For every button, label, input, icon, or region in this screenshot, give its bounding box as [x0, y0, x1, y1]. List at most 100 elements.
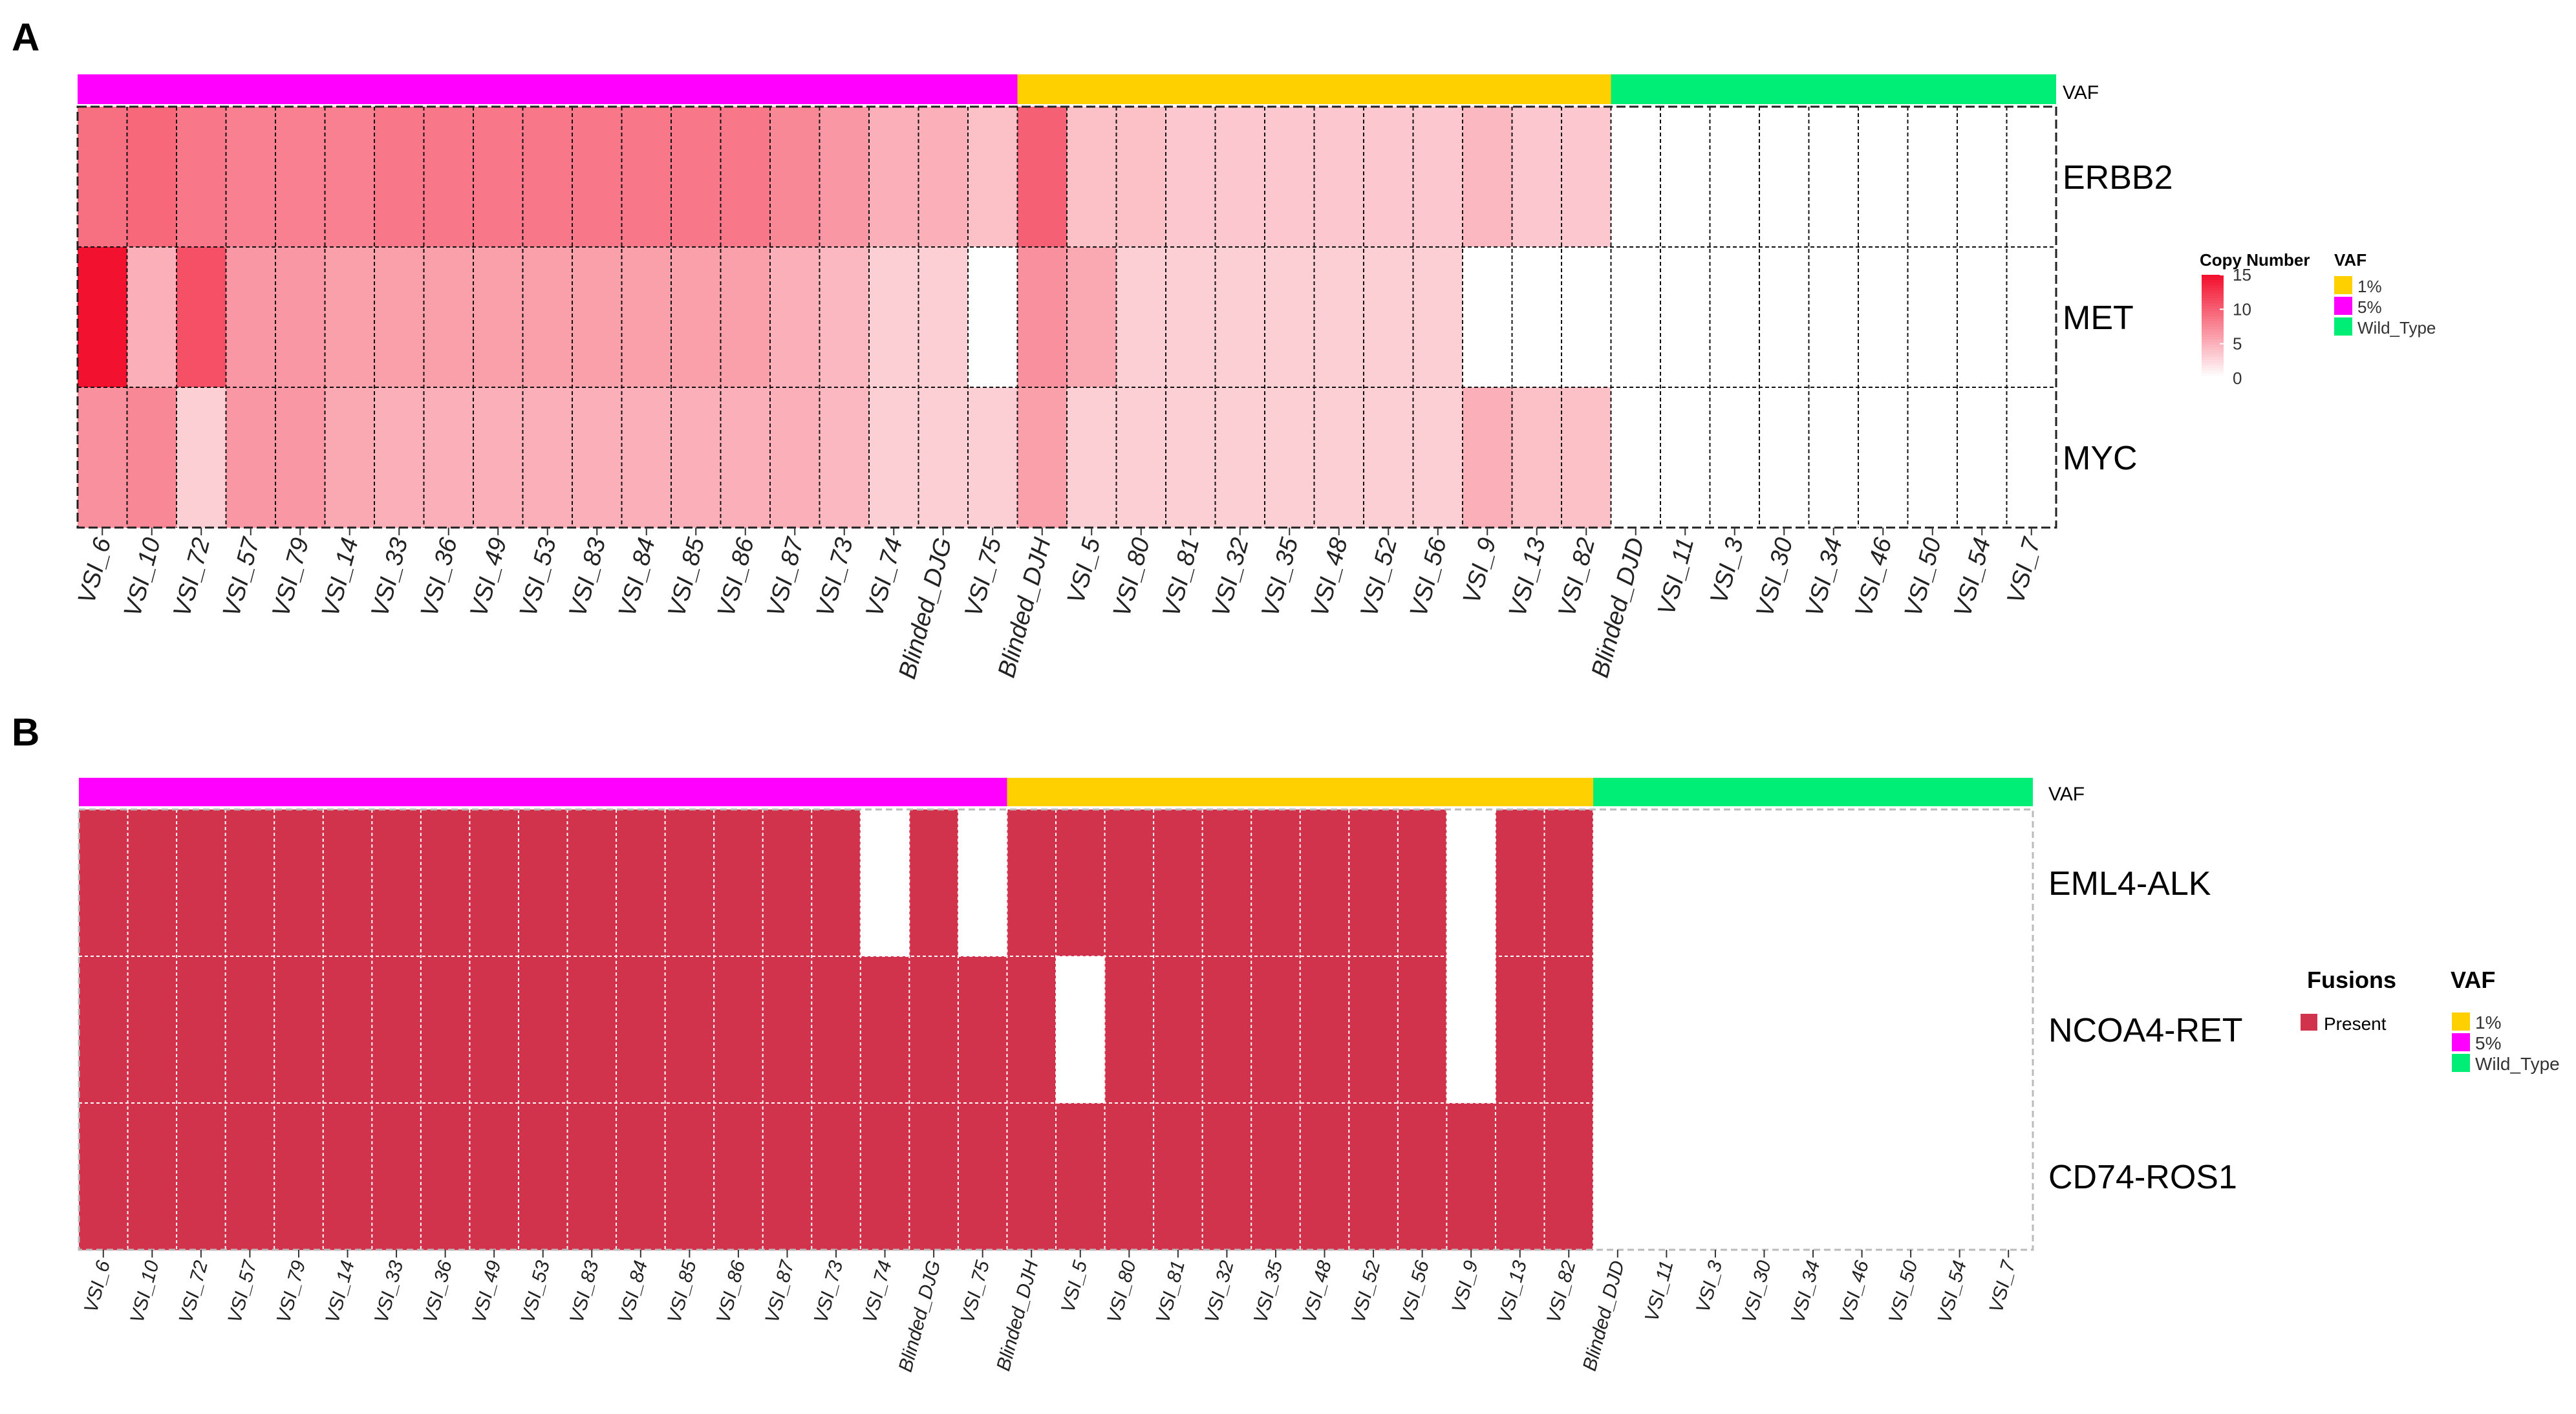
panel-a-cell — [720, 107, 771, 248]
panel-b-cell — [1251, 956, 1301, 1104]
panel-b-col-label: Blinded_DJG — [895, 1258, 945, 1374]
panel-b-cell — [958, 1103, 1008, 1250]
panel-b-cell — [762, 956, 812, 1104]
panel-a-col-label: VSI_11 — [1653, 535, 1699, 618]
panel-a-cell — [968, 247, 1018, 388]
panel-a-cell — [127, 247, 177, 388]
panel-b-cell — [1544, 809, 1594, 957]
panel-a-cell — [720, 247, 771, 388]
panel-a-col-label: VSI_74 — [861, 535, 908, 619]
panel-a-cell — [770, 387, 821, 528]
legend-copy-number-gradient-step — [2202, 360, 2224, 363]
panel-a-cell — [1463, 107, 1513, 248]
panel-a-cell — [1017, 387, 1068, 528]
legend-copy-number-gradient-step — [2202, 370, 2224, 374]
panel-b-cell — [762, 809, 812, 957]
panel-b-cell — [518, 956, 568, 1104]
panel-a-cell — [1265, 107, 1315, 248]
panel-a-cell — [1512, 107, 1562, 248]
panel-b-col-label: VSI_33 — [370, 1258, 407, 1325]
panel-b-cell — [225, 1103, 275, 1250]
panel-b-cell — [127, 1103, 177, 1250]
panel-b-cell — [1984, 809, 2034, 957]
panel-b-cell — [225, 956, 275, 1104]
panel-a-cell — [2006, 247, 2057, 388]
panel-a-cell — [819, 247, 870, 388]
panel-b-cell — [1642, 809, 1691, 957]
legend-copy-number-gradient-step — [2202, 306, 2224, 309]
legend-copy-number-gradient-step — [2202, 293, 2224, 296]
panel-b-cell — [1202, 809, 1252, 957]
panel-a-cell — [819, 107, 870, 248]
panel-a-cell — [671, 107, 722, 248]
panel-b-col-label: VSI_50 — [1885, 1258, 1922, 1325]
panel-b-cell — [714, 956, 764, 1104]
panel-a-col-label: VSI_33 — [366, 535, 413, 619]
panel-b-heatmap: EML4-ALK NCOA4-RET CD74-ROS1 VSI_6 VSI_10 VSI… — [78, 778, 2242, 1375]
panel-a-col-label: VSI_52 — [1355, 535, 1402, 619]
panel-a-cell — [127, 387, 177, 528]
panel-b-col-label: VSI_73 — [810, 1258, 847, 1325]
panel-b-cell — [177, 956, 226, 1104]
panel-b-cell — [616, 1103, 666, 1250]
panel-b-cell — [567, 1103, 617, 1250]
panel-b-cell — [1495, 956, 1545, 1104]
legend-copy-number-gradient-step — [2202, 275, 2224, 278]
legend-fusions-swatch-present — [2301, 1014, 2317, 1031]
panel-b-cell — [1788, 1103, 1838, 1250]
panel-a-row-label: ERBB2 — [2063, 159, 2173, 197]
panel-b-cell — [1935, 1103, 1985, 1250]
panel-a-cell — [226, 387, 276, 528]
legend-vaf-b-label: Wild_Type — [2475, 1054, 2560, 1074]
legend-copy-number-gradient-step — [2202, 311, 2224, 314]
panel-a-cell — [1710, 387, 1760, 528]
legend-copy-number-gradient-step — [2202, 303, 2224, 306]
panel-a-cell — [1858, 247, 1909, 388]
legend-fusions-title: Fusions — [2307, 967, 2396, 993]
panel-b-cell — [1984, 956, 2034, 1104]
panel-b-cell — [1935, 809, 1985, 957]
panel-a-cell — [1067, 107, 1117, 248]
panel-b-col-label: VSI_13 — [1494, 1258, 1531, 1325]
legend-copy-number-gradient-step — [2202, 339, 2224, 343]
panel-a-cell — [1562, 247, 1612, 388]
legend-fusions-label-present: Present — [2324, 1014, 2387, 1034]
panel-b-cell — [127, 956, 177, 1104]
panel-a-cell — [1611, 107, 1661, 248]
panel-a-cell — [1710, 247, 1760, 388]
panel-a-col-label: VSI_35 — [1256, 535, 1304, 620]
panel-b-cell — [1446, 956, 1496, 1104]
panel-b-cell — [1495, 1103, 1545, 1250]
panel-a-cell — [1957, 107, 2008, 248]
panel-b-cell — [1251, 1103, 1301, 1250]
panel-a-cell — [1759, 107, 1810, 248]
legend-copy-number-gradient-step — [2202, 355, 2224, 358]
panel-a-cell — [2006, 387, 2057, 528]
panel-b-cell — [79, 956, 129, 1104]
panel-b-col-label: VSI_48 — [1298, 1258, 1335, 1325]
legend-fusions: Fusions Present — [2301, 967, 2396, 1034]
panel-b-cell — [1154, 1103, 1203, 1250]
panel-b-cell — [860, 809, 910, 957]
legend-copy-number-gradient-step — [2202, 277, 2224, 281]
panel-b-cell — [860, 1103, 910, 1250]
panel-b-col-label: VSI_84 — [615, 1258, 652, 1325]
panel-b-col-label: VSI_52 — [1347, 1258, 1384, 1325]
panel-b-cell — [1593, 809, 1643, 957]
panel-a-cell — [572, 107, 623, 248]
panel-a-cell — [1759, 247, 1810, 388]
panel-b-cell — [323, 809, 372, 957]
panel-a-cell — [78, 107, 128, 248]
panel-b-cell — [762, 1103, 812, 1250]
panel-a-col-label: VSI_75 — [960, 535, 1007, 620]
panel-a-cell — [918, 387, 969, 528]
panel-b-cell — [958, 809, 1008, 957]
panel-a-cell — [1957, 247, 2008, 388]
panel-b-cell — [1788, 809, 1838, 957]
panel-a-col-label: VSI_9 — [1458, 535, 1501, 606]
panel-a-cell — [770, 107, 821, 248]
panel-a-cell — [1314, 247, 1364, 388]
panel-a-row-label: MET — [2063, 299, 2134, 337]
panel-a-cell — [1215, 387, 1265, 528]
legend-vaf-b-label: 5% — [2475, 1033, 2501, 1053]
